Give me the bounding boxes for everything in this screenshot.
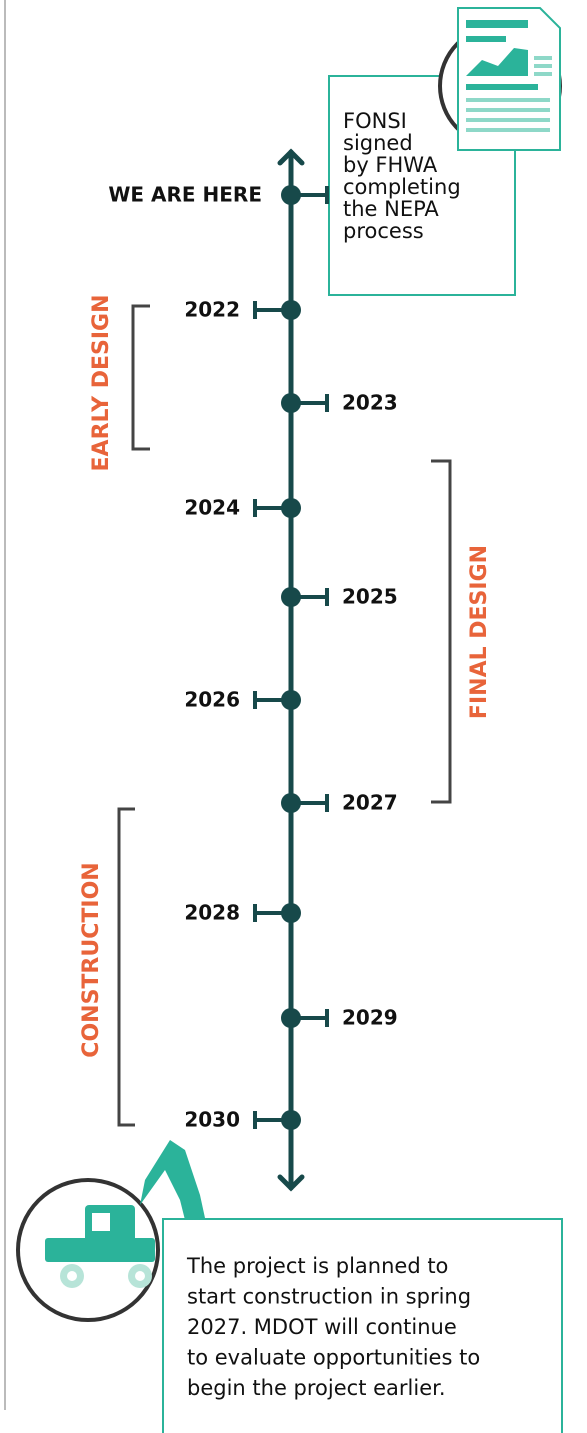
milestone-label: 2024 (184, 496, 240, 520)
milestone-label: 2025 (342, 585, 398, 609)
milestone-dot (281, 185, 301, 205)
callout-text: by FHWA (343, 153, 438, 177)
callout-text: The project is planned to (186, 1254, 448, 1278)
timeline-page: FONSIsignedby FHWAcompletingthe NEPAproc… (0, 0, 587, 1433)
milestone-dot (281, 393, 301, 413)
milestone-label: 2023 (342, 391, 398, 415)
phase-label: EARLY DESIGN (89, 295, 114, 472)
milestone-dot (281, 300, 301, 320)
milestone-dot (281, 587, 301, 607)
callout-text: FONSI (343, 109, 407, 133)
callout-text: the NEPA (343, 197, 439, 221)
phase-label: CONSTRUCTION (79, 862, 104, 1057)
milestone-dot (281, 1008, 301, 1028)
milestone-dot (281, 1110, 301, 1130)
phase-label: FINAL DESIGN (467, 545, 492, 719)
milestone-label: 2030 (184, 1108, 240, 1132)
milestone-label: 2026 (184, 688, 240, 712)
callout-text: completing (343, 175, 461, 199)
milestone-dot (281, 690, 301, 710)
milestone-label: 2028 (184, 901, 240, 925)
callout-text: 2027. MDOT will continue (187, 1315, 457, 1339)
milestone-label: 2027 (342, 791, 398, 815)
milestone-label: 2022 (184, 298, 240, 322)
milestone-dot (281, 903, 301, 923)
callout-text: start construction in spring (187, 1285, 471, 1309)
callout-text: begin the project earlier. (187, 1376, 446, 1400)
callout-text: to evaluate opportunities to (187, 1346, 480, 1370)
callout-text: signed (343, 131, 413, 155)
document-icon (440, 8, 560, 150)
milestone-label: WE ARE HERE (108, 183, 262, 207)
milestone-dot (281, 498, 301, 518)
callout-text: process (343, 219, 424, 243)
phase-brackets (119, 306, 450, 1125)
milestone-dot (281, 793, 301, 813)
milestone-label: 2029 (342, 1006, 398, 1030)
